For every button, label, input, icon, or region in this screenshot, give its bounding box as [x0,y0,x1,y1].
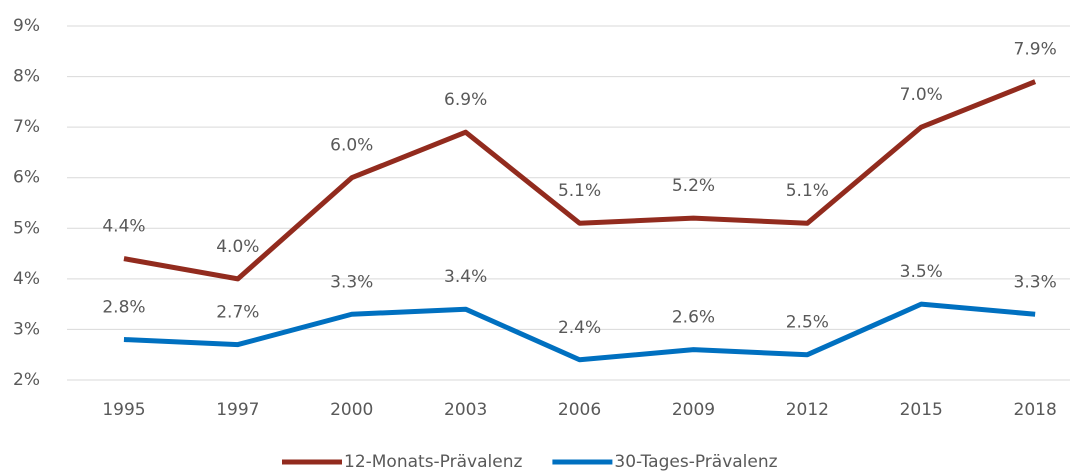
value-label: 6.0% [330,136,373,156]
value-label: 2.6% [672,308,715,328]
value-label: 6.9% [444,90,487,110]
x-tick-label: 2003 [444,400,487,420]
value-label: 3.3% [1014,272,1057,292]
x-tick-label: 2009 [672,400,715,420]
value-label: 2.8% [102,298,145,318]
value-label: 2.7% [216,303,259,323]
y-tick-label: 4% [13,269,40,289]
x-tick-label: 1995 [102,400,145,420]
y-tick-label: 3% [13,319,40,339]
value-label: 3.4% [444,267,487,287]
value-label: 4.4% [102,217,145,237]
value-label: 3.5% [900,262,943,282]
y-tick-label: 9% [13,16,40,36]
y-tick-label: 5% [13,218,40,238]
y-tick-label: 2% [13,370,40,390]
value-label: 4.0% [216,237,259,257]
value-label: 5.1% [558,181,601,201]
x-tick-label: 2012 [786,400,829,420]
value-label: 5.2% [672,176,715,196]
legend-label: 12-Monats-Prävalenz [344,452,522,472]
legend-label: 30-Tages-Prävalenz [614,452,777,472]
value-label: 7.0% [900,85,943,105]
x-tick-label: 2006 [558,400,601,420]
value-label: 5.1% [786,181,829,201]
x-tick-label: 2018 [1014,400,1057,420]
y-tick-label: 7% [13,117,40,137]
x-tick-label: 1997 [216,400,259,420]
line-series [123,301,1036,363]
y-tick-label: 8% [13,67,40,87]
value-label: 2.4% [558,318,601,338]
x-tick-label: 2000 [330,400,373,420]
value-label: 2.5% [786,313,829,333]
line-series [123,79,1037,282]
y-tick-label: 6% [13,168,40,188]
value-label: 3.3% [330,272,373,292]
x-tick-label: 2015 [900,400,943,420]
value-label: 7.9% [1014,40,1057,60]
